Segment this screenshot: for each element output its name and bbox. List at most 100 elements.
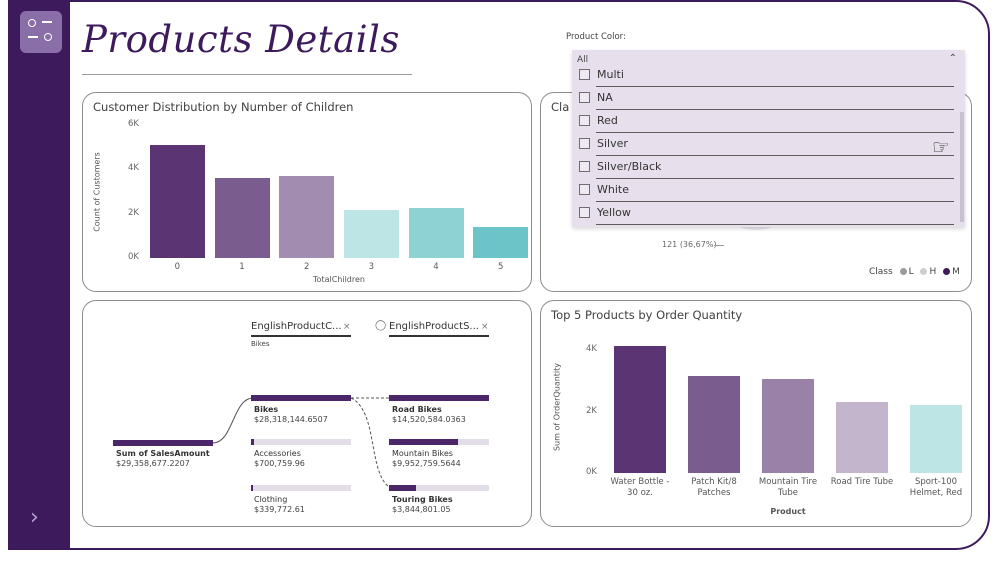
checkbox[interactable] [579,207,590,218]
option-divider [596,201,954,202]
legend-swatch-l [899,268,907,275]
node-value: $9,952,759.5644 [392,459,461,468]
x-tick-label: 0 [174,262,181,272]
option-divider [596,178,954,179]
children-distribution-card[interactable]: Customer Distribution by Number of Child… [82,92,532,292]
dropdown-scrollbar[interactable] [960,112,964,222]
node-bar[interactable] [389,485,416,491]
option-label: White [597,183,629,196]
option-label: Yellow [597,206,631,219]
top-products-card[interactable]: Top 5 Products by Order Quantity 0K 2K 4K W… [540,300,972,527]
checkbox[interactable] [579,184,590,195]
donut-leader-line [714,245,724,246]
node-label: Road Bikes [392,405,442,414]
option-divider [596,155,954,156]
node-value: $3,844,801.05 [392,505,451,514]
dropdown-option[interactable]: Yellow [572,202,960,225]
node-label: Mountain Bikes [392,449,453,458]
page-title: Products Details [82,18,400,61]
children-bar-chart[interactable]: 0K 2K 4K 6K 0 1 2 3 4 5 TotalChildren Count of Cust… [83,93,533,293]
dropdown-option[interactable]: NA [572,87,960,110]
expand-chevron-icon[interactable]: › [30,505,39,530]
option-label: Silver/Black [597,160,662,173]
dropdown-option[interactable]: Multi [572,64,960,87]
node-track[interactable] [389,485,489,491]
node-bar[interactable] [251,439,254,445]
bar-1[interactable] [214,178,270,258]
y-axis-title: Count of Customers [92,151,102,232]
y-tick-label: 2K [128,207,139,218]
y-tick-label: 0K [586,467,597,477]
legend-label-h: H [929,267,937,277]
top-products-bar-chart[interactable]: 0K 2K 4K Water Bottle - 30 oz. Patch Kit/8 P… [541,301,973,528]
level2-header-rule [389,335,489,337]
option-label: Silver [597,137,628,150]
level1-filter: Bikes [251,340,270,348]
x-tick-label: Water Bottle - 30 oz. [610,477,670,498]
legend-label-l: L [908,267,914,277]
y-tick-label: 4K [586,344,597,355]
level2-header[interactable]: EnglishProductS... [389,321,479,332]
option-label: NA [597,91,613,104]
checkbox[interactable] [579,69,590,80]
level1-header[interactable]: EnglishProductC... [251,321,342,332]
option-divider [596,86,954,87]
dropdown-option[interactable]: Silver/Black [572,156,960,179]
x-tick-label: Sport-100 Helmet, Red [909,477,963,498]
node-track[interactable] [251,485,351,491]
legend-label-m: M [952,267,960,277]
hand-cursor-icon: ☞ [932,135,950,159]
dropdown-option[interactable]: White [572,179,960,202]
checkbox[interactable] [579,161,590,172]
node-track[interactable] [251,439,351,445]
donut-data-label: 121 (36,67%) [662,240,717,249]
node-value: $339,772.61 [254,505,305,514]
bar-4[interactable] [910,405,962,473]
node-bar[interactable] [389,395,489,401]
root-bar[interactable] [113,440,213,446]
option-label: Red [597,114,618,127]
node-bar[interactable] [389,439,458,445]
decomposition-connectors [212,397,390,488]
bar-0[interactable] [614,345,666,473]
legend-title: Class [869,267,893,277]
bar-0[interactable] [149,144,205,258]
x-axis-title: TotalChildren [313,275,365,284]
product-color-slicer-label: Product Color: [566,32,626,42]
dropdown-option[interactable]: Red [572,110,960,133]
bar-3[interactable] [836,401,888,473]
legend-swatch-m [943,268,951,275]
node-bar[interactable] [251,395,351,401]
bar-2[interactable] [279,175,335,258]
report-logo-icon[interactable] [20,11,62,53]
bar-4[interactable] [408,208,464,258]
dropdown-selected-value[interactable]: All [577,55,589,65]
checkbox[interactable] [579,138,590,149]
x-tick-label: Patch Kit/8 Patches [691,477,737,498]
decomposition-tree-card[interactable]: EnglishProductC... × Bikes ◯ EnglishProd… [82,300,532,527]
y-tick-label: 2K [586,405,597,416]
checkbox[interactable] [579,115,590,126]
checkbox[interactable] [579,92,590,103]
y-axis-title: Sum of OrderQuantity [552,362,562,452]
product-color-dropdown[interactable]: All ⌃ Multi NA Red Silver Silver/Black White Y… [572,50,965,227]
class-legend[interactable]: Class L H M [869,267,960,277]
level2-close-icon[interactable]: × [481,322,489,332]
node-bar[interactable] [251,485,253,491]
node-value: $14,520,584.0363 [392,415,466,424]
dropdown-option[interactable]: Silver [572,133,960,156]
node-label: Bikes [254,405,279,414]
node-value: $28,318,144.6507 [254,415,328,424]
bar-3[interactable] [343,210,399,258]
option-divider [596,132,954,133]
x-tick-label: 4 [433,262,439,272]
root-label: Sum of SalesAmount [116,449,210,458]
chevron-up-icon[interactable]: ⌃ [948,53,957,64]
node-label: Touring Bikes [392,495,453,504]
bar-5[interactable] [473,226,529,258]
level1-close-icon[interactable]: × [343,322,351,332]
card-title: Cla [551,100,570,114]
node-label: Accessories [254,449,301,458]
bar-1[interactable] [688,376,740,473]
bar-2[interactable] [762,379,814,473]
